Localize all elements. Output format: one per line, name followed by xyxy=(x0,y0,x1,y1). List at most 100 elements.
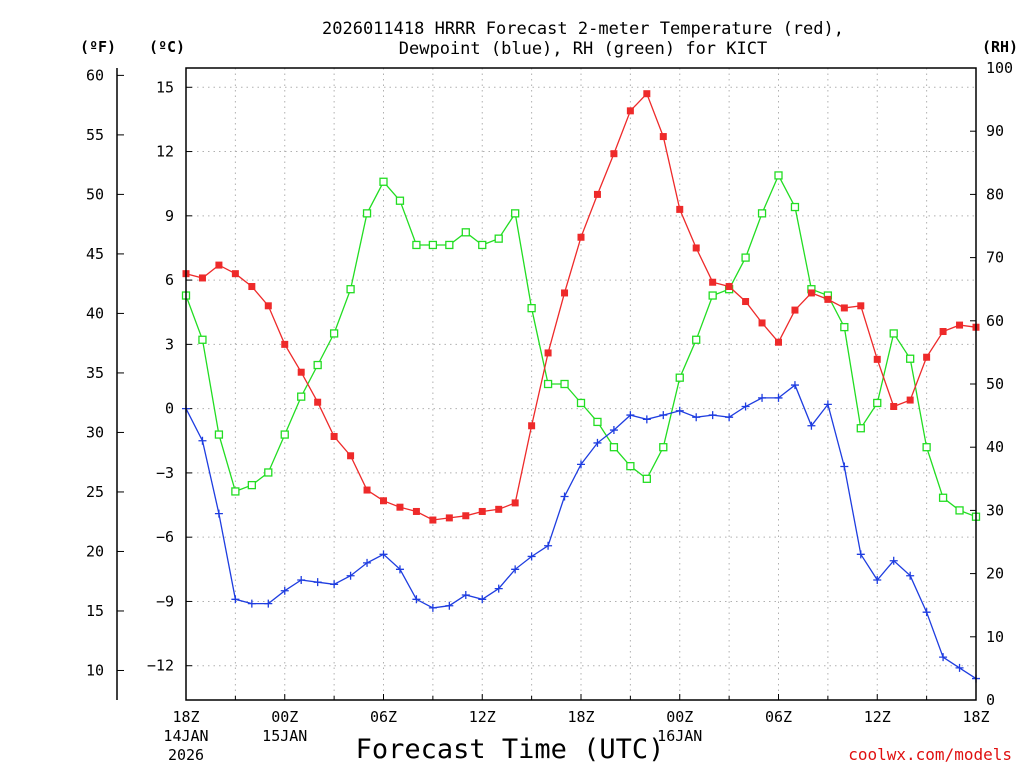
celsius-tick-label: 0 xyxy=(165,400,174,418)
dewpoint-point xyxy=(889,556,898,565)
time-tick-label: 12Z xyxy=(469,708,496,726)
dewpoint-point xyxy=(346,571,355,580)
time-tick-label: 00Z xyxy=(666,708,693,726)
rh-point xyxy=(198,335,207,344)
2-meter-temperature-point xyxy=(742,298,750,306)
2-meter-temperature-point xyxy=(840,304,848,312)
dewpoint-point xyxy=(774,393,783,402)
dewpoint-point xyxy=(906,571,915,580)
dewpoint-point xyxy=(478,595,487,604)
rh-tick-label: 10 xyxy=(986,628,1004,646)
2-meter-temperature-point xyxy=(906,396,914,404)
dewpoint-point xyxy=(659,411,668,420)
dewpoint-point xyxy=(544,541,553,550)
dewpoint-point xyxy=(527,552,536,561)
x-axis-title: Forecast Time (UTC) xyxy=(356,734,665,765)
dewpoint-point xyxy=(395,565,404,574)
2-meter-temperature-point xyxy=(264,302,272,310)
rh-point xyxy=(675,373,684,382)
rh-tick-label: 50 xyxy=(986,375,1004,393)
dewpoint-point xyxy=(708,411,717,420)
rh-point xyxy=(906,354,915,363)
celsius-tick-label: 15 xyxy=(156,78,174,96)
celsius-tick-label: 12 xyxy=(156,143,174,161)
rh-point xyxy=(774,171,783,180)
dewpoint-point xyxy=(445,601,454,610)
time-tick-label: 12Z xyxy=(864,708,891,726)
2-meter-temperature-point xyxy=(297,368,305,376)
dewpoint-point xyxy=(214,509,223,518)
2-meter-temperature-point xyxy=(824,295,832,303)
dewpoint-point xyxy=(297,576,306,585)
time-tick-label: 06Z xyxy=(370,708,397,726)
2-meter-temperature-point xyxy=(807,289,815,297)
rh-point xyxy=(757,209,767,218)
time-tick-label: 18Z xyxy=(962,708,989,726)
dewpoint-point xyxy=(428,603,437,612)
2-meter-temperature-point xyxy=(725,283,733,291)
rh-point xyxy=(527,304,536,313)
celsius-tick-label: −12 xyxy=(147,657,174,675)
2-meter-temperature-point xyxy=(758,319,766,327)
rh-point xyxy=(856,424,865,433)
rh-point xyxy=(922,443,931,452)
2-meter-temperature-point xyxy=(593,190,601,198)
celsius-tick-label: 3 xyxy=(165,335,174,353)
2-meter-temperature-point xyxy=(610,150,618,158)
dewpoint-point xyxy=(264,599,273,608)
dewpoint-point xyxy=(823,400,832,409)
celsius-unit-label: (ºC) xyxy=(149,38,185,56)
2-meter-temperature-point xyxy=(544,349,552,357)
2-meter-temperature-point xyxy=(626,107,634,115)
rh-point xyxy=(790,202,800,212)
2-meter-temperature-point xyxy=(890,402,898,410)
2-meter-temperature-point xyxy=(330,432,338,440)
rh-point xyxy=(461,228,470,237)
rh-point xyxy=(412,240,421,250)
2-meter-temperature-point xyxy=(923,353,931,361)
rh-point xyxy=(329,329,339,338)
2-meter-temperature-point xyxy=(659,133,667,141)
dewpoint-point xyxy=(939,653,948,662)
rh-point xyxy=(379,177,388,186)
dewpoint-point xyxy=(363,558,372,567)
rh-unit-label: (RH) xyxy=(982,38,1018,56)
rh-tick-label: 100 xyxy=(986,59,1013,77)
2-meter-temperature-point xyxy=(248,283,256,291)
rh-point xyxy=(445,240,454,250)
2-meter-temperature-point xyxy=(412,507,420,515)
dewpoint-point xyxy=(626,411,635,420)
fahrenheit-tick-label: 10 xyxy=(86,661,104,679)
fahrenheit-tick-label: 30 xyxy=(86,423,104,441)
dewpoint-point xyxy=(840,462,849,471)
2-meter-temperature-point xyxy=(445,514,453,522)
dewpoint-point xyxy=(790,381,799,390)
2-meter-temperature-point xyxy=(495,505,503,513)
fahrenheit-tick-label: 60 xyxy=(86,66,104,84)
rh-tick-label: 80 xyxy=(986,185,1004,203)
dewpoint-point xyxy=(675,406,684,415)
2-meter-temperature-point xyxy=(198,274,206,282)
celsius-tick-label: −3 xyxy=(156,464,174,482)
rh-point xyxy=(741,253,750,262)
celsius-axis: 15 12 9 6 3 0 −3 −6 −9 −12 xyxy=(147,78,192,675)
dewpoint-point xyxy=(922,608,931,617)
fahrenheit-unit-label: (ºF) xyxy=(80,38,116,56)
fahrenheit-tick-label: 55 xyxy=(86,126,104,144)
dewpoint-point xyxy=(807,421,816,430)
rh-point xyxy=(264,468,273,477)
rh-point xyxy=(231,487,240,496)
celsius-tick-label: −6 xyxy=(156,528,174,546)
time-tick-label: 18Z xyxy=(172,708,199,726)
rh-point xyxy=(626,462,635,471)
dewpoint-point xyxy=(198,436,207,445)
time-tick-date: 15JAN xyxy=(262,727,307,745)
dewpoint-point xyxy=(593,438,602,447)
rh-point xyxy=(659,443,668,452)
dewpoint-point xyxy=(725,413,734,422)
2-meter-temperature-point xyxy=(231,270,239,278)
celsius-tick-label: 6 xyxy=(165,271,174,289)
rh-tick-label: 90 xyxy=(986,122,1004,140)
